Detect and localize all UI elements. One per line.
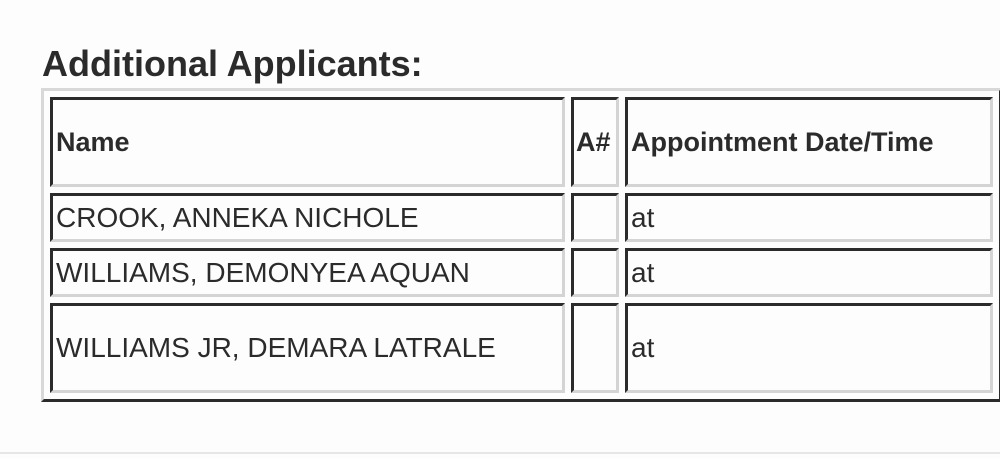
cell-a-number <box>571 193 619 242</box>
table-row: WILLIAMS JR, DEMARA LATRALE at <box>50 303 993 393</box>
cell-name: WILLIAMS, DEMONYEA AQUAN <box>50 248 565 297</box>
cell-name: CROOK, ANNEKA NICHOLE <box>50 193 565 242</box>
header-a-number: A# <box>571 97 619 187</box>
cell-name: WILLIAMS JR, DEMARA LATRALE <box>50 303 565 393</box>
table-row: CROOK, ANNEKA NICHOLE at <box>50 193 993 242</box>
cell-appointment: at <box>625 193 993 242</box>
cell-appointment: at <box>625 303 993 393</box>
table-row: WILLIAMS, DEMONYEA AQUAN at <box>50 248 993 297</box>
divider <box>0 452 1000 454</box>
header-name: Name <box>50 97 565 187</box>
cell-appointment: at <box>625 248 993 297</box>
header-appointment: Appointment Date/Time <box>625 97 993 187</box>
cell-a-number <box>571 248 619 297</box>
table-header-row: Name A# Appointment Date/Time <box>50 97 993 187</box>
section-title: Additional Applicants: <box>42 43 423 84</box>
cell-a-number <box>571 303 619 393</box>
applicants-table: Name A# Appointment Date/Time CROOK, ANN… <box>41 88 1000 402</box>
